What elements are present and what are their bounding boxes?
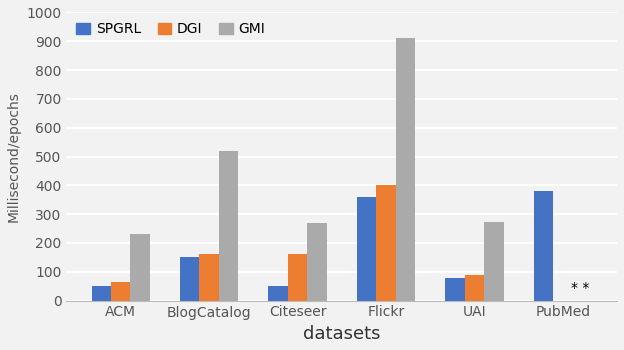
Bar [92,286,111,301]
Text: * *: * * [571,281,590,295]
Bar [288,254,307,301]
Bar [219,151,238,301]
Y-axis label: Millisecond/epochs: Millisecond/epochs [7,91,21,222]
Bar [111,282,130,301]
Bar [268,286,288,301]
Bar [376,186,396,301]
Bar [396,38,415,301]
Bar [200,254,219,301]
X-axis label: datasets: datasets [303,325,381,343]
Bar [180,257,200,301]
Bar [534,191,553,301]
Bar [446,278,465,301]
Legend: SPGRL, DGI, GMI: SPGRL, DGI, GMI [74,19,268,39]
Bar [465,275,484,301]
Bar [130,234,150,301]
Bar [307,223,327,301]
Bar [357,197,376,301]
Bar [484,222,504,301]
